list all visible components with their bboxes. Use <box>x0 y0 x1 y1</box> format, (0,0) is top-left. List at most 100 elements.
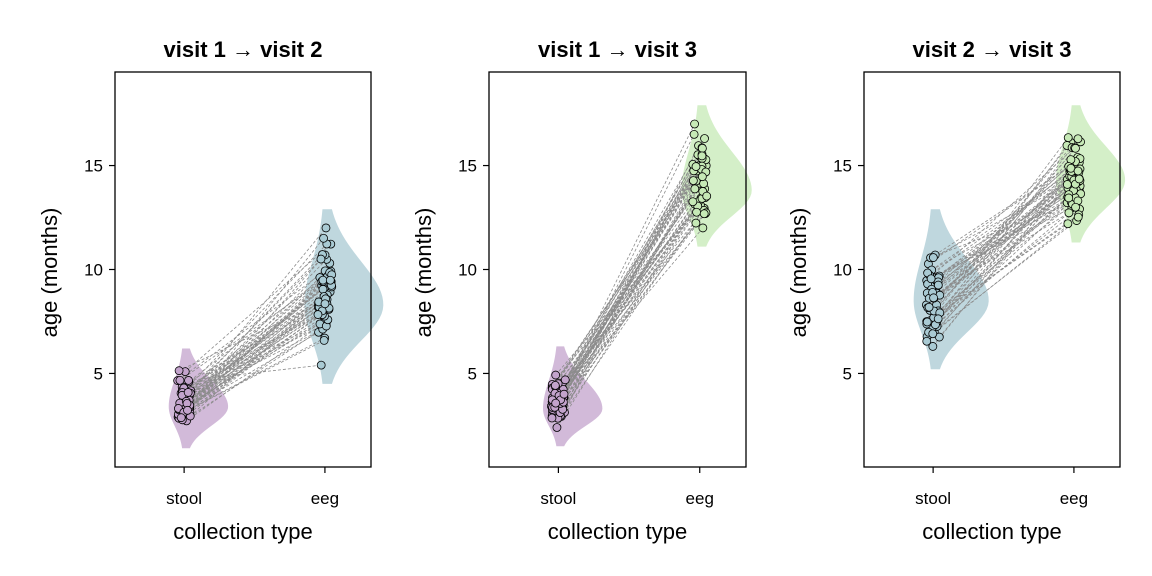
pair-line <box>937 166 1069 283</box>
point-eeg <box>697 143 707 153</box>
pair-line <box>178 281 332 410</box>
y-axis-label: age (months) <box>786 208 811 338</box>
pair-line <box>552 186 698 412</box>
panel-2: 5 10 15 stool eeg visit 1 → visit 3 collection… <box>411 37 752 544</box>
point-stool <box>183 405 192 415</box>
pair-line <box>188 307 330 401</box>
pair-line <box>552 198 703 410</box>
pair-line <box>558 213 705 396</box>
pair-line <box>189 274 332 408</box>
y-tick-label: 15 <box>833 157 852 176</box>
pair-line <box>930 137 1069 321</box>
point-eeg <box>1071 202 1080 212</box>
pair-line <box>932 175 1070 328</box>
pair-line <box>928 197 1076 333</box>
point-stool <box>928 253 938 262</box>
pair-line <box>189 307 329 413</box>
y-tick-label: 15 <box>458 157 477 176</box>
pair-line <box>928 158 1081 265</box>
y-tick-label: 10 <box>833 261 852 280</box>
point-eeg <box>691 162 701 171</box>
pair-line <box>556 204 701 393</box>
point-eeg <box>1063 219 1073 229</box>
pair-line <box>181 270 332 388</box>
pair-line <box>189 314 323 406</box>
pair-line <box>185 325 327 420</box>
y-axis-label: age (months) <box>411 208 436 338</box>
pair-line <box>551 169 702 401</box>
pair-line <box>562 213 706 383</box>
pair-line <box>185 303 328 402</box>
pair-line <box>189 279 324 397</box>
pair-line <box>554 155 700 408</box>
pair-line <box>190 301 319 394</box>
pair-line <box>555 197 706 376</box>
pair-line <box>562 212 697 409</box>
pair-line <box>936 212 1070 294</box>
point-stool <box>560 375 570 385</box>
pair-line <box>563 212 707 398</box>
point-eeg <box>689 129 699 139</box>
pair-line <box>185 281 324 413</box>
pair-line <box>186 262 331 405</box>
pair-line <box>928 178 1080 308</box>
point-stool <box>933 314 943 324</box>
pair-line <box>560 176 703 401</box>
pair-line <box>187 340 325 411</box>
pair-line <box>562 222 697 405</box>
pair-line <box>926 201 1072 306</box>
point-stool <box>552 423 562 432</box>
pair-line <box>934 161 1076 324</box>
pair-line <box>933 196 1068 318</box>
point-eeg <box>1073 166 1083 176</box>
x-axis-label: collection type <box>922 519 1061 544</box>
point-stool <box>924 302 934 312</box>
pair-line <box>186 279 331 404</box>
point-stool <box>183 388 193 397</box>
y-tick-label: 10 <box>84 261 103 280</box>
point-eeg <box>318 275 328 285</box>
pair-line <box>926 220 1077 338</box>
point-stool <box>933 280 943 290</box>
pair-line <box>931 141 1081 322</box>
point-stool <box>929 293 938 303</box>
point-stool <box>559 389 569 399</box>
pair-line <box>934 165 1071 256</box>
pair-line <box>559 158 703 398</box>
panel-title: visit 1 → visit 3 <box>538 37 697 62</box>
pair-line <box>182 323 321 391</box>
point-eeg <box>1073 212 1083 222</box>
pair-line <box>184 272 330 395</box>
pair-line <box>559 180 697 413</box>
pair-line <box>188 364 322 381</box>
pair-line <box>935 206 1076 326</box>
y-tick-label: 5 <box>94 364 103 383</box>
pair-line <box>936 168 1081 306</box>
panel-title: visit 2 → visit 3 <box>913 37 1072 62</box>
point-stool <box>176 413 186 423</box>
pair-line <box>554 201 694 394</box>
pair-line <box>186 319 329 422</box>
x-axis-label: collection type <box>548 519 687 544</box>
panel-1: 5 10 15 stool eeg visit 1 → visit 2 collection… <box>37 37 384 544</box>
pair-line <box>178 314 319 409</box>
point-eeg <box>318 284 328 294</box>
point-eeg <box>698 223 708 233</box>
pair-line <box>189 337 325 410</box>
pair-line <box>563 155 703 395</box>
pair-line <box>181 310 323 396</box>
point-eeg <box>690 184 700 194</box>
pair-line <box>186 259 327 401</box>
y-tick-label: 5 <box>468 364 477 383</box>
pair-line <box>930 200 1079 259</box>
point-eeg <box>321 223 331 233</box>
point-eeg <box>325 275 335 285</box>
pair-line <box>557 183 704 384</box>
pair-line <box>552 170 695 390</box>
point-stool <box>174 366 184 376</box>
pair-line <box>933 179 1075 258</box>
point-stool <box>551 398 561 408</box>
point-eeg <box>702 191 712 201</box>
pair-line <box>555 205 699 387</box>
x-tick-label: stool <box>166 489 202 508</box>
